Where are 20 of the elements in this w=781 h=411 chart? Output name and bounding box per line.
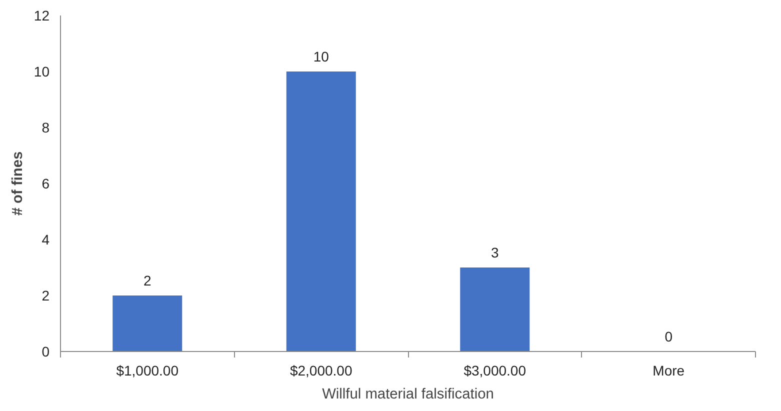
- y-tick-label: 0: [42, 344, 50, 360]
- x-tick-label: $2,000.00: [290, 362, 352, 378]
- y-tick-label: 12: [34, 8, 50, 24]
- x-tick-label: $1,000.00: [116, 362, 179, 378]
- bar: [286, 72, 356, 352]
- data-label: 10: [313, 48, 330, 64]
- x-tick-label: More: [652, 362, 685, 378]
- y-tick-label: 2: [42, 288, 50, 304]
- bar: [112, 296, 182, 352]
- y-tick-label: 8: [42, 120, 50, 136]
- y-tick-label: 6: [42, 176, 50, 192]
- data-label: 0: [664, 328, 673, 344]
- y-tick-label: 4: [42, 232, 50, 248]
- data-label: 3: [490, 244, 499, 260]
- y-axis-title: # of fines: [10, 151, 26, 216]
- y-tick-label: 10: [34, 64, 50, 80]
- x-axis-title: Willful material falsification: [322, 386, 494, 402]
- x-tick-label: $3,000.00: [464, 362, 526, 378]
- data-label: 2: [143, 272, 152, 288]
- bar: [460, 268, 530, 352]
